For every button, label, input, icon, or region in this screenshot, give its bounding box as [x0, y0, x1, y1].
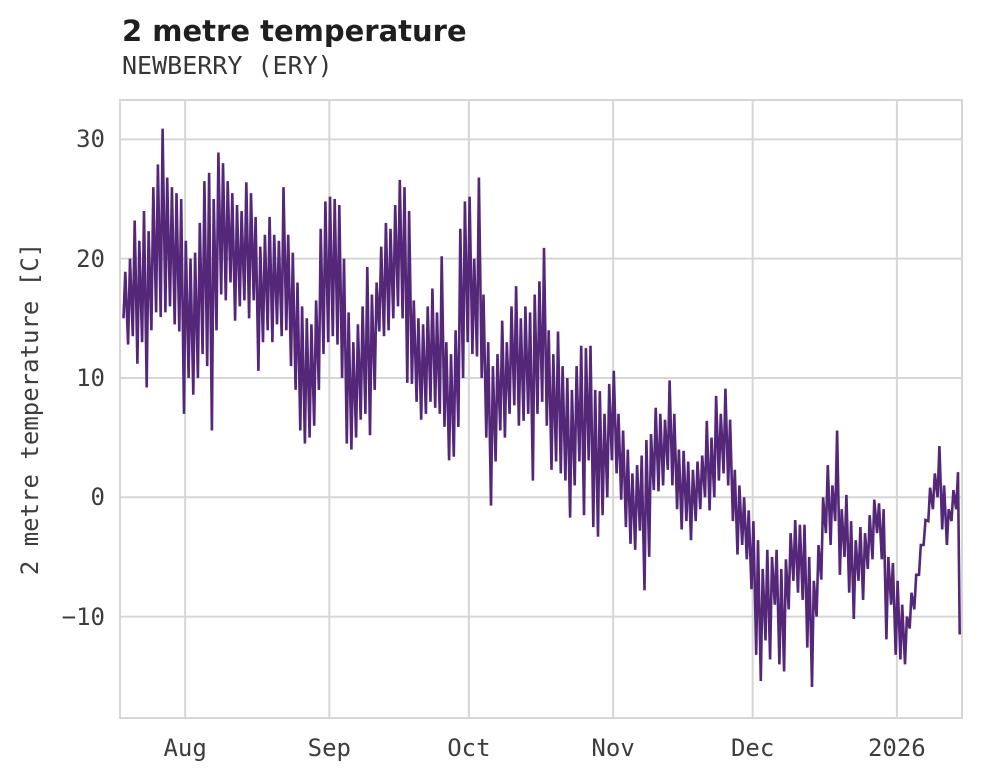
y-tick-label: 20	[76, 244, 105, 273]
y-tick-label: −10	[61, 602, 105, 631]
temperature-line	[122, 128, 961, 688]
x-tick-label: Nov	[591, 734, 635, 762]
x-tick-label: 2026	[867, 734, 926, 762]
x-tick-label: Oct	[447, 734, 491, 762]
y-axis-label: 2 metre temperature [C]	[16, 242, 44, 576]
y-tick-label: 0	[90, 483, 105, 512]
chart-title: 2 metre temperature	[122, 14, 467, 48]
x-tick-label: Aug	[163, 734, 207, 762]
x-tick-label: Sep	[307, 734, 352, 762]
x-tick-label: Dec	[730, 734, 775, 762]
chart-subtitle: NEWBERRY (ERY)	[122, 51, 333, 80]
plot-border	[119, 99, 963, 719]
y-tick-label: 10	[76, 363, 105, 392]
y-tick-label: 30	[76, 125, 105, 154]
